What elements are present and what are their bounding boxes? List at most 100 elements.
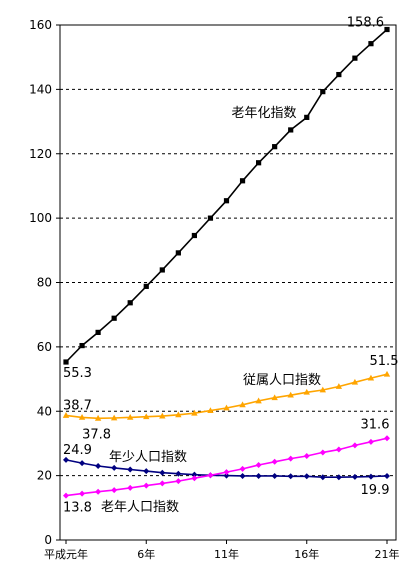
data-label: 13.8 <box>63 501 92 516</box>
data-point <box>159 469 166 476</box>
data-point <box>127 484 134 491</box>
data-point <box>351 378 359 385</box>
data-point <box>143 413 150 420</box>
data-point <box>320 89 326 95</box>
series-name-label: 従属人口指数 <box>243 373 321 388</box>
data-point <box>351 473 358 480</box>
data-point <box>95 462 102 469</box>
data-point <box>255 397 262 404</box>
data-point <box>143 283 149 289</box>
y-tick-label: 80 <box>37 276 52 290</box>
x-tick-label: 平成元年 <box>44 547 88 561</box>
series-line <box>65 28 388 363</box>
data-point <box>175 411 182 418</box>
y-tick-label: 40 <box>37 404 52 418</box>
data-point <box>207 215 214 221</box>
data-point <box>79 490 86 497</box>
data-point <box>63 492 69 499</box>
data-point <box>271 394 278 401</box>
data-point <box>175 250 181 256</box>
data-label: 38.7 <box>63 398 92 413</box>
data-point <box>336 71 342 78</box>
data-point <box>303 473 310 480</box>
series-name-label: 老年化指数 <box>231 106 296 121</box>
data-point <box>271 472 278 479</box>
data-point <box>127 413 134 420</box>
data-point <box>351 442 358 449</box>
data-point <box>223 198 230 204</box>
series-name-label: 老年人口指数 <box>101 500 179 515</box>
series-name-label: 年少人口指数 <box>109 450 187 465</box>
data-point <box>383 370 391 377</box>
data-label: 24.9 <box>63 443 92 458</box>
data-point <box>111 464 118 471</box>
x-tick-label: 11年 <box>214 547 239 561</box>
data-point <box>159 267 165 273</box>
y-tick-label: 120 <box>29 147 52 161</box>
data-point <box>304 114 310 120</box>
data-point <box>127 300 133 306</box>
series-3 <box>63 456 390 481</box>
x-tick-label: 21年 <box>375 547 400 561</box>
data-point <box>175 470 182 477</box>
data-point <box>272 144 278 150</box>
data-point <box>384 435 390 442</box>
data-point <box>319 474 326 481</box>
data-point <box>319 386 326 393</box>
data-point <box>111 315 117 321</box>
x-tick-label: 6年 <box>137 547 155 561</box>
data-point <box>79 342 85 349</box>
series-4 <box>63 435 390 499</box>
data-point <box>95 488 102 495</box>
y-tick-label: 20 <box>37 469 52 483</box>
data-point <box>384 26 390 33</box>
data-point <box>256 160 262 166</box>
data-point <box>368 41 374 47</box>
data-point <box>175 478 182 485</box>
data-point <box>143 468 150 475</box>
data-point <box>159 412 166 419</box>
y-tick-label: 0 <box>44 533 52 547</box>
y-tick-label: 100 <box>29 211 52 225</box>
data-label: 31.6 <box>361 417 390 432</box>
data-point <box>287 391 294 398</box>
data-point <box>384 472 390 479</box>
series-1 <box>63 26 390 365</box>
data-point <box>95 329 101 335</box>
data-point <box>223 472 230 479</box>
grid-layer <box>60 88 396 477</box>
data-point <box>352 55 358 61</box>
y-tick-label: 140 <box>29 82 52 96</box>
data-point <box>63 456 69 463</box>
data-point <box>191 409 198 416</box>
data-point <box>287 455 294 462</box>
x-tick-label: 16年 <box>294 547 319 561</box>
data-point <box>143 482 150 489</box>
data-label: 37.8 <box>82 427 111 442</box>
data-point <box>255 472 262 479</box>
series-layer <box>62 26 391 499</box>
data-label: 51.5 <box>370 354 399 369</box>
data-point <box>271 458 278 465</box>
data-point <box>303 388 310 395</box>
label-layer: 158.6 55.3 51.5 38.7 37.824.9 19.9 31.6 13.8 老年化… <box>63 16 398 516</box>
data-point <box>335 383 343 389</box>
data-point <box>79 460 86 467</box>
data-point <box>335 446 342 453</box>
data-point <box>207 407 214 414</box>
data-point <box>159 480 166 487</box>
data-point <box>111 487 118 494</box>
axis-layer: 0 20 40 60 80 100 120 140 160 平成元年 6年 11年 16年 21年 <box>29 18 399 561</box>
data-point <box>78 413 86 420</box>
y-tick-label: 160 <box>29 18 52 32</box>
data-point <box>223 469 230 476</box>
data-point <box>223 404 230 411</box>
data-point <box>239 178 246 184</box>
y-tick-label: 60 <box>37 340 52 354</box>
data-point <box>303 452 310 459</box>
series-2 <box>62 370 391 421</box>
data-label: 19.9 <box>361 483 390 498</box>
data-point <box>288 127 294 133</box>
